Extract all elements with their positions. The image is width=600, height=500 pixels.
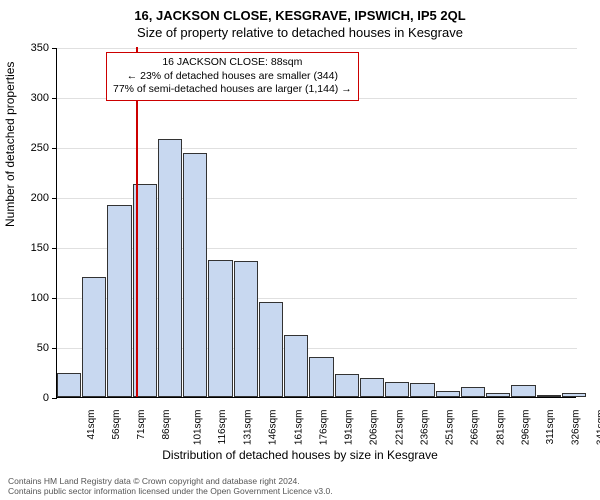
bar	[309, 357, 333, 397]
bar	[208, 260, 232, 397]
title-sub: Size of property relative to detached ho…	[0, 23, 600, 44]
footer-line2: Contains public sector information licen…	[8, 486, 333, 496]
bar	[562, 393, 586, 397]
bar	[158, 139, 182, 397]
bar	[461, 387, 485, 397]
ytick-label: 0	[19, 392, 49, 404]
xtick-label: 131sqm	[243, 410, 254, 446]
bar	[385, 382, 409, 397]
bar	[486, 393, 510, 397]
bar	[234, 261, 258, 397]
annotation-line1: 16 JACKSON CLOSE: 88sqm	[113, 56, 352, 70]
bar	[511, 385, 535, 397]
gridline	[57, 48, 577, 49]
y-axis-label: Number of detached properties	[3, 62, 17, 227]
bar	[410, 383, 434, 397]
ytick-mark	[52, 98, 57, 99]
annotation-box: 16 JACKSON CLOSE: 88sqm ← 23% of detache…	[106, 52, 359, 101]
gridline	[57, 148, 577, 149]
ytick-mark	[52, 148, 57, 149]
ytick-mark	[52, 298, 57, 299]
annotation-line2: ← 23% of detached houses are smaller (34…	[113, 70, 352, 84]
x-axis-label: Distribution of detached houses by size …	[0, 448, 600, 462]
ytick-label: 50	[19, 342, 49, 354]
title-main: 16, JACKSON CLOSE, KESGRAVE, IPSWICH, IP…	[0, 0, 600, 23]
xtick-label: 176sqm	[318, 410, 329, 446]
xtick-label: 56sqm	[111, 410, 122, 440]
ytick-label: 200	[19, 192, 49, 204]
ytick-mark	[52, 348, 57, 349]
bar	[360, 378, 384, 397]
xtick-label: 161sqm	[293, 410, 304, 446]
ytick-mark	[52, 48, 57, 49]
xtick-label: 221sqm	[394, 410, 405, 446]
annotation-line3: 77% of semi-detached houses are larger (…	[113, 83, 352, 97]
bar	[107, 205, 131, 397]
bar	[259, 302, 283, 397]
ytick-label: 100	[19, 292, 49, 304]
bar	[335, 374, 359, 397]
ytick-label: 350	[19, 42, 49, 54]
ytick-mark	[52, 198, 57, 199]
xtick-label: 281sqm	[495, 410, 506, 446]
bar	[57, 373, 81, 397]
footer: Contains HM Land Registry data © Crown c…	[8, 476, 333, 496]
ytick-mark	[52, 248, 57, 249]
chart-area: 05010015020025030035041sqm56sqm71sqm86sq…	[56, 48, 576, 398]
bar	[82, 277, 106, 397]
xtick-label: 236sqm	[419, 410, 430, 446]
bar	[436, 391, 460, 397]
xtick-label: 251sqm	[445, 410, 456, 446]
xtick-label: 326sqm	[571, 410, 582, 446]
xtick-label: 101sqm	[192, 410, 203, 446]
xtick-label: 116sqm	[217, 410, 228, 445]
footer-line1: Contains HM Land Registry data © Crown c…	[8, 476, 333, 486]
xtick-label: 86sqm	[161, 410, 172, 440]
bar	[284, 335, 308, 397]
xtick-label: 71sqm	[136, 410, 147, 440]
ytick-label: 250	[19, 142, 49, 154]
xtick-label: 266sqm	[470, 410, 481, 446]
xtick-label: 341sqm	[596, 410, 600, 446]
xtick-label: 41sqm	[86, 410, 97, 440]
xtick-label: 146sqm	[268, 410, 279, 446]
ytick-label: 150	[19, 242, 49, 254]
ytick-label: 300	[19, 92, 49, 104]
bar	[183, 153, 207, 397]
xtick-label: 206sqm	[369, 410, 380, 446]
xtick-label: 311sqm	[545, 410, 556, 445]
xtick-label: 191sqm	[344, 410, 355, 446]
bar	[537, 395, 561, 397]
ytick-mark	[52, 398, 57, 399]
xtick-label: 296sqm	[520, 410, 531, 446]
